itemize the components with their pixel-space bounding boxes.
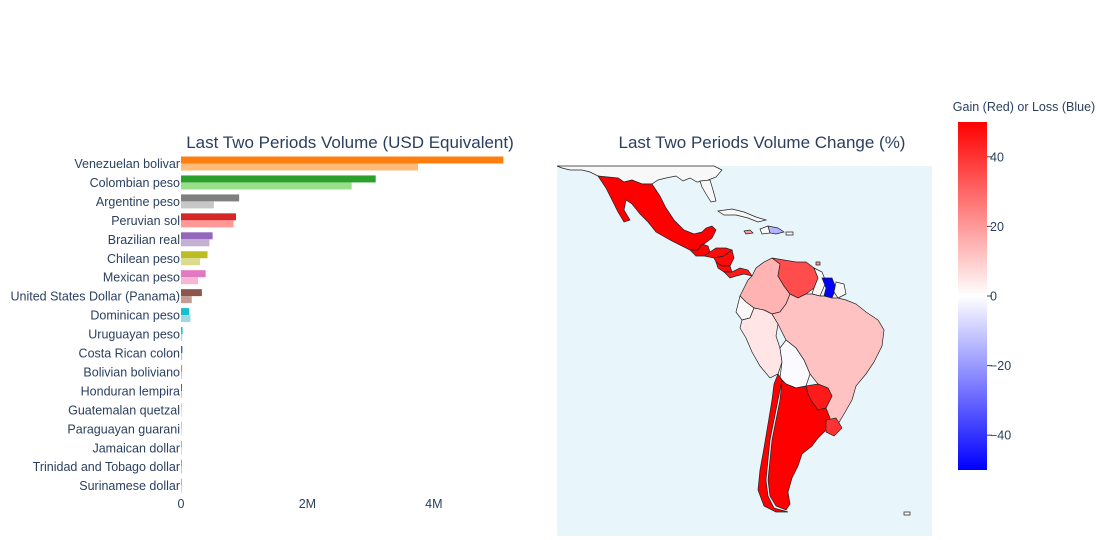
category-label: Paraguayan guarani [67, 422, 180, 436]
category-label: Mexican peso [103, 271, 180, 285]
bar-jamaican-dollar-period-2 [181, 447, 182, 455]
bar-honduran-lempira-period-1 [181, 383, 182, 391]
bar-venezuelan-bolivar-period-1 [181, 156, 504, 164]
bar-colombian-peso-period-2 [181, 182, 352, 190]
bar-chilean-peso-period-1 [181, 251, 208, 259]
category-label: Brazilian real [108, 233, 180, 247]
colorbar-title: Gain (Red) or Loss (Blue) [953, 100, 1095, 114]
bar-peruvian-sol-period-2 [181, 220, 234, 228]
bar-chart-x-axis: 0 2M 4M [178, 497, 443, 511]
map-region-puerto-rico [785, 231, 794, 236]
map-region-brazil [771, 293, 885, 431]
bar-brazilian-real-period-2 [181, 239, 210, 247]
colorbar-tick-label: −40 [990, 429, 1011, 443]
category-label: Costa Rican colon [79, 347, 180, 361]
bar-dominican-peso-period-2 [181, 315, 191, 323]
map-region-venezuela [771, 257, 819, 299]
bar-guatemalan-quetzal-period-2 [181, 409, 182, 417]
colorbar-ticks: 40 20 0 −20 −40 [987, 150, 1011, 443]
category-label: Uruguayan peso [88, 328, 180, 342]
bar-chart-title: Last Two Periods Volume (USD Equivalent) [186, 133, 514, 152]
category-label: Venezuelan bolivar [74, 157, 180, 171]
map-region-falklands [903, 511, 911, 516]
category-label: Trinidad and Tobago dollar [33, 460, 180, 474]
map-region-jamaica [743, 229, 754, 235]
category-label: Surinamese dollar [79, 479, 180, 493]
category-label: Chilean peso [107, 252, 180, 266]
x-tick-label: 2M [299, 497, 316, 511]
bar-paraguayan-guarani-period-2 [181, 428, 182, 436]
map-region-french-guiana [833, 281, 847, 299]
category-label: Guatemalan quetzal [68, 403, 180, 417]
bar-paraguayan-guarani-period-1 [181, 421, 182, 429]
bar-costa-rican-colon-period-1 [181, 346, 183, 353]
bar-chart-plot [181, 156, 504, 493]
map-region-mexico [597, 175, 717, 251]
category-label: Dominican peso [90, 309, 180, 323]
map-region-guatemala [689, 243, 711, 257]
bar-peruvian-sol-period-1 [181, 213, 236, 221]
bar-trinidad-and-tobago-dollar-period-2 [181, 466, 182, 474]
map-region-florida [699, 179, 717, 203]
bar-united-states-dollar-panama--period-2 [181, 296, 192, 304]
category-label: Jamaican dollar [92, 441, 180, 455]
colorbar-tick-label: −20 [990, 359, 1011, 373]
bar-colombian-peso-period-1 [181, 175, 376, 183]
map-region-cuba [717, 208, 768, 223]
map-title: Last Two Periods Volume Change (%) [619, 133, 906, 152]
bar-surinamese-dollar-period-1 [181, 478, 182, 486]
bar-surinamese-dollar-period-2 [181, 485, 182, 493]
bar-chart-category-labels: Venezuelan bolivar Colombian peso Argentin… [10, 157, 180, 493]
bar-venezuelan-bolivar-period-2 [181, 163, 419, 171]
colorbar-tick-label: 40 [990, 150, 1004, 164]
bar-uruguayan-peso-period-2 [181, 334, 183, 342]
category-label: United States Dollar (Panama) [10, 290, 180, 304]
bar-mexican-peso-period-1 [181, 270, 206, 278]
bar-costa-rican-colon-period-2 [181, 353, 183, 360]
bar-chilean-peso-period-2 [181, 258, 200, 266]
category-label: Colombian peso [90, 176, 180, 190]
x-tick-label: 0 [178, 497, 185, 511]
bar-bolivian-boliviano-period-2 [181, 371, 182, 379]
bar-guatemalan-quetzal-period-1 [181, 402, 182, 410]
category-label: Honduran lempira [81, 384, 180, 398]
colorbar [958, 122, 987, 470]
x-tick-label: 4M [425, 497, 442, 511]
colorbar-tick-label: 0 [990, 290, 997, 304]
bar-mexican-peso-period-2 [181, 277, 199, 285]
category-label: Peruvian sol [111, 214, 180, 228]
map-region-usa [556, 165, 723, 185]
bar-jamaican-dollar-period-1 [181, 440, 182, 448]
colorbar-tick-label: 20 [990, 220, 1004, 234]
map-region-argentina [767, 379, 831, 511]
category-label: Argentine peso [96, 195, 180, 209]
map-region-trinidad [815, 261, 821, 266]
map-region-chile [757, 373, 789, 513]
bar-united-states-dollar-panama--period-1 [181, 289, 202, 297]
bar-bolivian-boliviano-period-1 [181, 364, 183, 372]
bar-uruguayan-peso-period-1 [181, 327, 183, 335]
map-region-uruguay [825, 417, 843, 437]
map-plot [556, 165, 932, 536]
bar-brazilian-real-period-1 [181, 232, 213, 240]
map-region-dominican-republic [767, 225, 785, 235]
bar-trinidad-and-tobago-dollar-period-1 [181, 459, 182, 467]
category-label: Bolivian boliviano [83, 365, 180, 379]
bar-honduran-lempira-period-2 [181, 390, 182, 398]
bar-dominican-peso-period-1 [181, 308, 190, 316]
bar-argentine-peso-period-1 [181, 194, 240, 202]
bar-argentine-peso-period-2 [181, 201, 214, 209]
